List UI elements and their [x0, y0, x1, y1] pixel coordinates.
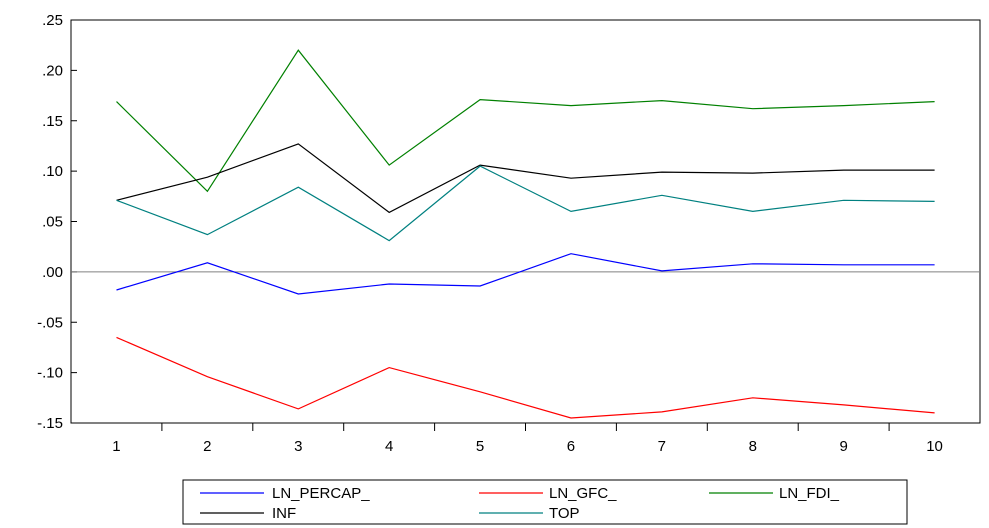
x-tick-label: 6 — [567, 438, 575, 455]
x-tick-label: 7 — [658, 438, 666, 455]
y-tick-label: -.05 — [37, 314, 63, 331]
legend-box — [182, 479, 908, 525]
y-tick-label: .00 — [42, 264, 63, 281]
plot-frame — [70, 19, 981, 424]
y-tick-label: .05 — [42, 214, 63, 231]
y-tick-label: .15 — [42, 113, 63, 130]
legend-label: INF — [272, 505, 296, 522]
series-line-ln-percap — [116, 253, 935, 295]
y-tick-label: .20 — [42, 62, 63, 79]
legend-item: LN_PERCAP_ — [200, 485, 370, 502]
series-line-inf — [116, 143, 935, 214]
x-tick-label: 4 — [385, 438, 393, 455]
x-tick-label: 2 — [203, 438, 211, 455]
legend-label: TOP — [549, 505, 580, 522]
plot-area: -.15 -.10 -.05 .00 .05 .10 .15 .20 .25 1 2 3 4 5 6 7 8 9 1… — [37, 12, 981, 455]
legend: LN_PERCAP_ LN_GFC_ LN_FDI_ INF TOP — [182, 479, 908, 525]
series-line-ln-gfc — [116, 336, 935, 419]
series-line-top — [116, 165, 935, 242]
x-tick-label: 3 — [294, 438, 302, 455]
y-tick-label: .10 — [42, 163, 63, 180]
x-tick-label: 8 — [749, 438, 757, 455]
legend-item: LN_FDI_ — [709, 485, 840, 502]
legend-item: LN_GFC_ — [479, 485, 617, 502]
x-tick-label: 10 — [926, 438, 943, 455]
x-tick-label: 1 — [112, 438, 120, 455]
legend-item: INF — [200, 505, 296, 522]
y-tick-label: .25 — [42, 12, 63, 29]
x-tick-label: 9 — [839, 438, 847, 455]
y-tick-label: -.10 — [37, 365, 63, 382]
legend-label: LN_FDI_ — [779, 485, 840, 502]
legend-label: LN_GFC_ — [549, 485, 617, 502]
series-line-ln-fdi — [116, 49, 935, 193]
x-tick-label: 5 — [476, 438, 484, 455]
legend-item: TOP — [479, 505, 580, 522]
legend-label: LN_PERCAP_ — [272, 485, 370, 502]
y-tick-label: -.15 — [37, 415, 63, 432]
